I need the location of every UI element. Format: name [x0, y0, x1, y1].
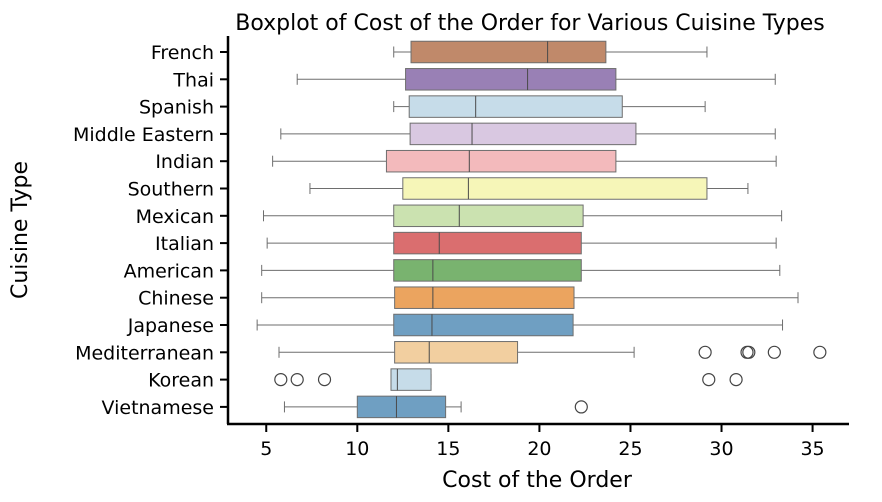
- box-thai: [405, 68, 617, 91]
- y-tick-label-middle-eastern: Middle Eastern: [73, 124, 214, 146]
- x-tick-label-15: 15: [436, 438, 460, 460]
- y-tick-label-american: American: [124, 260, 214, 282]
- box-group-french: [393, 40, 708, 64]
- box-group-mediterranean: [278, 341, 827, 364]
- y-axis-title: Cuisine Type: [8, 161, 33, 299]
- y-tick-label-italian: Italian: [155, 233, 214, 255]
- box-group-italian: [266, 231, 777, 255]
- box-spanish: [408, 95, 623, 118]
- y-tick-label-southern: Southern: [128, 179, 214, 201]
- box-mediterranean: [394, 341, 519, 364]
- y-tick-label-chinese: Chinese: [138, 288, 214, 310]
- y-tick-label-french: French: [151, 42, 214, 64]
- outlier-mediterranean-2: [742, 345, 756, 359]
- box-american: [393, 259, 582, 282]
- box-mexican: [393, 204, 584, 228]
- x-tick-label-25: 25: [618, 438, 642, 460]
- box-group-spanish: [393, 95, 706, 118]
- y-tick-label-spanish: Spanish: [139, 97, 214, 119]
- outlier-korean-3: [702, 373, 716, 387]
- box-group-american: [261, 259, 781, 282]
- box-southern: [402, 177, 708, 200]
- box-group-southern: [309, 177, 749, 200]
- y-tick-label-korean: Korean: [148, 370, 214, 392]
- box-korean: [390, 368, 432, 391]
- outlier-mediterranean-4: [813, 345, 827, 359]
- plot-area: [256, 40, 827, 419]
- box-middle-eastern: [409, 122, 637, 146]
- box-group-korean: [274, 368, 743, 391]
- x-tick-label-30: 30: [709, 438, 733, 460]
- x-tick-label-20: 20: [527, 438, 551, 460]
- x-axis-title: Cost of the Order: [442, 468, 633, 493]
- outlier-korean-0: [274, 373, 288, 387]
- box-group-thai: [296, 68, 776, 91]
- outlier-vietnamese-0: [574, 400, 588, 414]
- box-french: [410, 40, 607, 64]
- y-tick-label-mexican: Mexican: [136, 206, 214, 228]
- box-vietnamese: [356, 395, 447, 419]
- y-tick-label-vietnamese: Vietnamese: [102, 397, 214, 419]
- box-japanese: [393, 313, 574, 337]
- box-group-chinese: [261, 286, 799, 309]
- box-group-japanese: [256, 313, 784, 337]
- y-tick-label-indian: Indian: [155, 151, 214, 173]
- box-italian: [393, 231, 582, 255]
- x-tick-label-35: 35: [800, 438, 824, 460]
- x-tick-label-5: 5: [260, 438, 272, 460]
- outlier-korean-2: [317, 373, 332, 387]
- outlier-mediterranean-0: [698, 345, 712, 359]
- chart-title: Boxplot of Cost of the Order for Various…: [235, 11, 825, 36]
- y-tick-label-japanese: Japanese: [127, 315, 214, 337]
- box-group-indian: [272, 149, 777, 173]
- y-tick-label-mediterranean: Mediterranean: [75, 342, 214, 364]
- x-tick-label-10: 10: [345, 438, 369, 460]
- box-group-mexican: [263, 204, 783, 228]
- y-tick-label-thai: Thai: [172, 69, 214, 91]
- x-axis-ticks: 5 10 15 20 25 30 35: [260, 424, 825, 460]
- outlier-korean-1: [290, 373, 304, 387]
- y-axis-ticks: French Thai Spanish Middle Eastern Indian Sou…: [73, 42, 228, 419]
- outlier-mediterranean-3: [767, 345, 781, 359]
- box-group-middle-eastern: [280, 122, 776, 146]
- box-chinese: [394, 286, 575, 309]
- box-group-vietnamese: [283, 395, 588, 419]
- box-indian: [385, 149, 617, 173]
- outlier-korean-4: [729, 373, 743, 387]
